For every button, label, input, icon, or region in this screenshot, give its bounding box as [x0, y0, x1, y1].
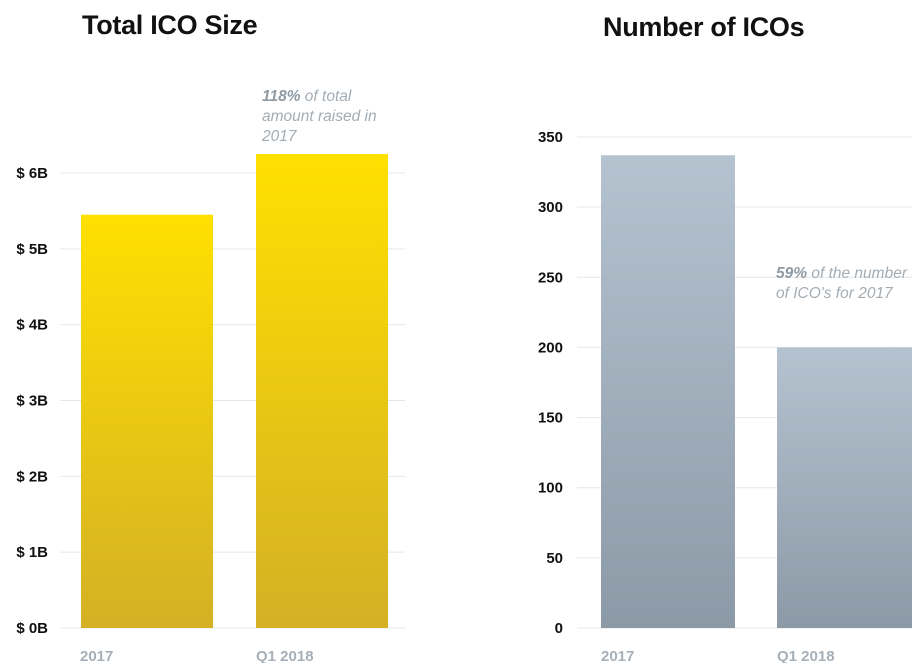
- annotation-total-ico-size: 118% of total amount raised in 2017: [262, 87, 392, 147]
- y-tick-label: 350: [538, 129, 563, 146]
- annotation-text: of the number of ICO's for 2017: [776, 265, 907, 302]
- y-tick-label: 50: [546, 550, 563, 567]
- y-tick-label: 150: [538, 410, 563, 427]
- y-tick-label: 0: [555, 620, 563, 637]
- y-tick-label: 300: [538, 199, 563, 216]
- bar-q1-2018: [256, 154, 388, 628]
- y-tick-label: $ 6B: [16, 165, 48, 182]
- chart-title-number-of-icos: Number of ICOs: [603, 12, 805, 42]
- y-tick-label: 100: [538, 480, 563, 497]
- y-tick-label: $ 4B: [16, 317, 48, 334]
- x-category-label: 2017: [80, 648, 113, 663]
- x-category-label: Q1 2018: [777, 648, 835, 663]
- y-tick-label: $ 5B: [16, 241, 48, 258]
- chart-title-total-ico-size: Total ICO Size: [82, 10, 258, 40]
- bar-2017: [601, 155, 735, 629]
- y-tick-label: 200: [538, 339, 563, 356]
- bar-2017: [81, 214, 213, 629]
- annotation-emphasis: 59%: [776, 265, 808, 282]
- y-tick-label: $ 0B: [16, 620, 48, 637]
- annotation-emphasis: 118%: [262, 88, 301, 105]
- x-category-label: Q1 2018: [256, 648, 314, 663]
- y-tick-label: 250: [538, 269, 563, 286]
- y-tick-label: $ 3B: [16, 393, 48, 410]
- y-tick-label: $ 2B: [16, 468, 48, 485]
- annotation-number-of-icos: 59% of the number of ICO's for 2017: [776, 264, 912, 304]
- bar-q1-2018: [777, 347, 912, 628]
- y-tick-label: $ 1B: [16, 544, 48, 561]
- annotation-text: of total amount raised in 2017: [262, 88, 377, 145]
- x-category-label: 2017: [601, 648, 634, 663]
